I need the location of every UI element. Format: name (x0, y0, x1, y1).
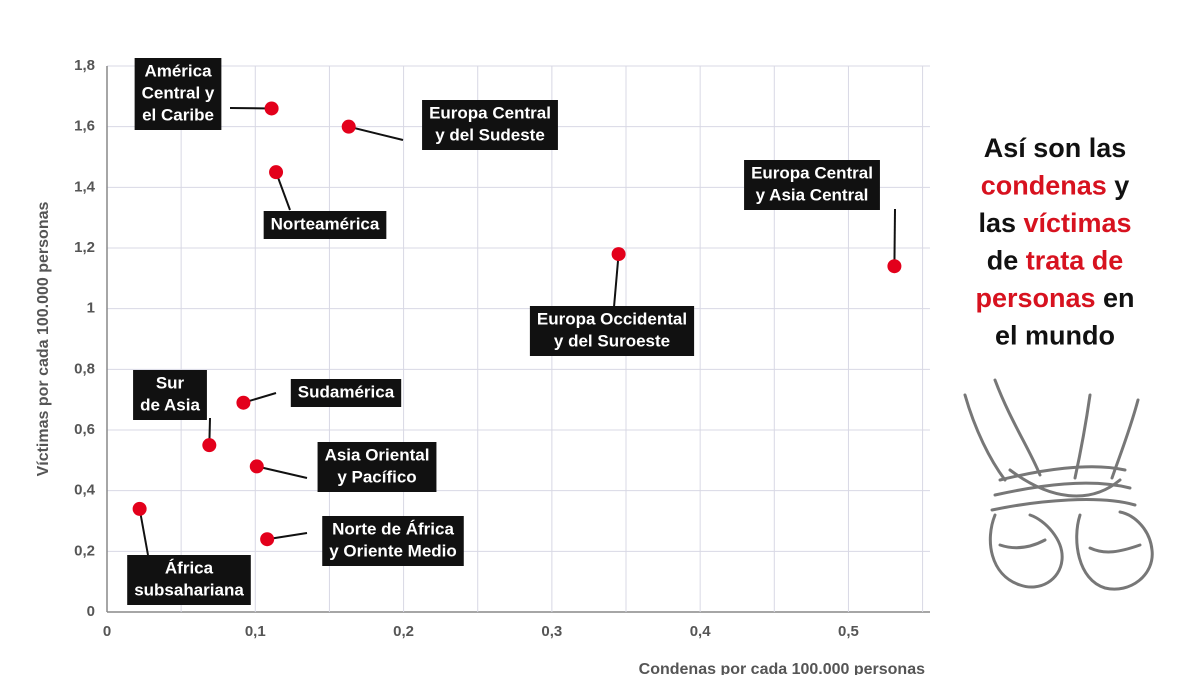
point (269, 165, 284, 180)
y-tick-label: 1,6 (74, 118, 95, 135)
x-tick-label: 0,3 (541, 623, 562, 640)
y-axis-label: Víctimas por cada 100.000 personas (35, 201, 52, 476)
y-tick-label: 0,6 (74, 421, 95, 438)
label-text: Asia Oriental (325, 445, 430, 464)
x-tick-label: 0,5 (838, 623, 859, 640)
y-tick-label: 0,8 (74, 360, 95, 377)
side-title-part: condenas (981, 171, 1107, 201)
y-tick-label: 0 (87, 603, 95, 620)
point (132, 501, 147, 516)
label-box (317, 442, 437, 492)
side-title-part: y (1107, 171, 1130, 201)
label-text: subsahariana (134, 580, 244, 599)
point (249, 459, 264, 474)
arm (1110, 398, 1140, 480)
connector (893, 208, 896, 267)
point (611, 247, 626, 262)
label-box (744, 160, 880, 210)
fist (988, 513, 1064, 589)
arm (1073, 393, 1092, 480)
point (341, 119, 356, 134)
connector (138, 508, 149, 556)
label-box (422, 100, 558, 150)
side-title-part: personas (975, 283, 1095, 313)
side-title-part: trata de (1026, 246, 1124, 276)
side-title-part: Así son las (984, 133, 1127, 163)
label-text: y Asia Central (756, 185, 869, 204)
labels-layer: América Central y el Caribe Europa Central y… (127, 58, 896, 605)
label-text: Sudamérica (298, 382, 395, 401)
connector (256, 465, 308, 479)
y-tick-label: 0,4 (74, 482, 96, 499)
side-title-part: en (1096, 283, 1135, 313)
arm (993, 378, 1042, 477)
y-tick-label: 0,2 (74, 542, 95, 559)
arm (963, 393, 1007, 482)
x-tick-label: 0 (103, 623, 111, 640)
fist (1075, 510, 1154, 591)
x-tick-label: 0,4 (690, 623, 712, 640)
point-label: Norte de África y Oriente Medio (322, 516, 464, 566)
points-layer (132, 101, 902, 547)
grid-layer: 0 0,2 0,4 0,6 0,8 1 1,2 1,4 1,6 1,8 0 0,1 0,2 0,3 0,4 0… (74, 57, 930, 640)
y-tick-label: 1 (87, 300, 95, 317)
point-label: Europa Occidental y del Suroeste (529, 306, 695, 356)
label-text: Central y (142, 83, 215, 102)
side-title-part: de (987, 246, 1026, 276)
point (202, 438, 217, 453)
side-title-part: el mundo (995, 321, 1115, 351)
side-title: Así son las condenas y las víctimas de trat… (975, 133, 1134, 351)
label-box (263, 211, 387, 239)
label-box (290, 379, 402, 407)
label-box (127, 555, 251, 605)
illustration (963, 378, 1154, 591)
x-tick-label: 0,1 (245, 623, 266, 640)
point-label: Asia Oriental y Pacífico (317, 442, 437, 492)
point-label: Norteamérica (263, 211, 387, 239)
label-text: América (144, 61, 212, 80)
label-text: Norteamérica (271, 214, 380, 233)
side-title-part: víctimas (1023, 208, 1131, 238)
y-tick-label: 1,4 (74, 178, 96, 195)
y-tick-label: 1,8 (74, 57, 95, 74)
x-tick-label: 0,2 (393, 623, 414, 640)
connector (613, 253, 620, 308)
label-text: y del Sudeste (435, 125, 545, 144)
label-text: Norte de África (332, 519, 454, 538)
label-text: de Asia (140, 395, 200, 414)
label-text: Europa Occidental (537, 309, 687, 328)
side-title-part: las (978, 208, 1023, 238)
label-text: y Oriente Medio (329, 541, 457, 560)
point-label: Europa Central y del Sudeste (422, 100, 558, 150)
label-text: y Pacífico (337, 467, 416, 486)
point-label: América Central y el Caribe (134, 58, 222, 130)
label-text: África (165, 558, 214, 577)
label-text: el Caribe (142, 105, 214, 124)
label-text: Sur (156, 373, 185, 392)
label-text: Europa Central (751, 163, 873, 182)
label-box (134, 58, 222, 130)
y-tick-label: 1,2 (74, 239, 95, 256)
point (260, 532, 275, 547)
label-box (133, 370, 207, 420)
rope (990, 465, 1137, 512)
label-box (322, 516, 464, 566)
point-label: Sudamérica (290, 379, 402, 407)
x-axis-label: Condenas por cada 100.000 personas (639, 661, 925, 675)
point-label: Europa Central y Asia Central (744, 160, 880, 210)
label-text: Europa Central (429, 103, 551, 122)
point-label: Sur de Asia (133, 370, 207, 420)
point-label: África subsahariana (127, 555, 251, 605)
point (887, 259, 902, 274)
label-text: y del Suroeste (554, 331, 670, 350)
point (264, 101, 279, 116)
finger-lines (998, 538, 1142, 554)
label-box (529, 306, 695, 356)
connector (348, 125, 404, 141)
point (236, 395, 251, 410)
